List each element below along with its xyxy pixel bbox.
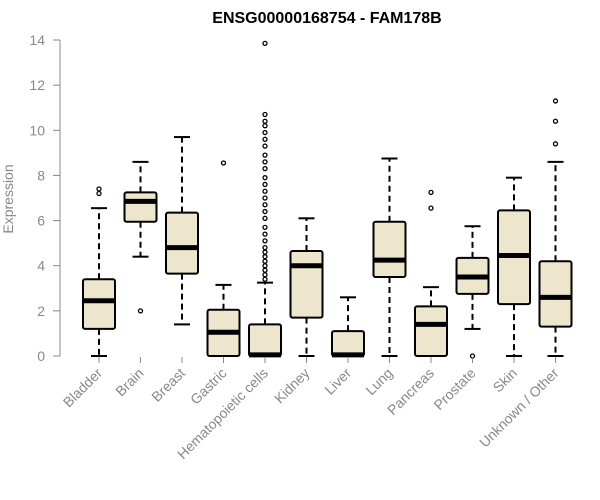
- x-tick-label: Breast: [148, 365, 188, 405]
- box-group-lung: [372, 157, 407, 357]
- outlier-point: [262, 143, 268, 149]
- outlier-point: [262, 224, 268, 230]
- box-group-breast: [165, 136, 199, 326]
- box: [414, 305, 448, 358]
- outlier-point: [262, 118, 268, 124]
- y-tick-label: 4: [37, 258, 45, 274]
- x-tick-label: Unknown / Other: [476, 365, 562, 451]
- outlier-point: [262, 181, 268, 188]
- outlier-point: [262, 123, 268, 129]
- box: [123, 191, 158, 223]
- y-tick-label: 10: [29, 122, 45, 138]
- box-group-brain: [123, 160, 158, 314]
- y-axis-label: Expression: [0, 164, 16, 233]
- y-tick-label: 2: [37, 303, 45, 319]
- box-group-kidney: [289, 217, 324, 357]
- outlier-point: [262, 129, 268, 136]
- outlier-point: [262, 152, 268, 158]
- box-group-prostate: [455, 225, 490, 359]
- outlier-point: [262, 276, 268, 282]
- plot-area: [82, 40, 573, 359]
- outlier-point: [262, 254, 268, 260]
- outlier-point: [262, 159, 268, 165]
- x-tick-label: Kidney: [271, 365, 313, 407]
- outlier-point: [137, 308, 144, 314]
- outlier-point: [262, 231, 268, 237]
- outlier-point: [262, 245, 268, 251]
- outlier-point: [96, 190, 102, 197]
- box-group-hematopoietic-cells: [248, 40, 282, 358]
- y-tick-label: 12: [29, 77, 45, 93]
- x-tick-label: Liver: [321, 365, 354, 398]
- outlier-point: [262, 195, 268, 201]
- box: [538, 260, 573, 328]
- y-tick-label: 0: [37, 348, 45, 364]
- outlier-point: [552, 141, 559, 147]
- outlier-point: [262, 267, 268, 273]
- outlier-point: [552, 98, 559, 104]
- x-tick-label: Skin: [490, 365, 521, 396]
- outlier-point: [220, 160, 227, 166]
- outlier-point: [262, 40, 268, 47]
- box: [82, 278, 116, 330]
- x-tick-label: Prostate: [430, 365, 478, 413]
- outlier-point: [262, 215, 268, 221]
- outlier-point: [428, 189, 434, 196]
- y-tick-label: 14: [29, 32, 45, 48]
- x-tick-label: Lung: [362, 365, 395, 398]
- box-group-bladder: [82, 186, 116, 357]
- chart-title: ENSG00000168754 - FAM178B: [212, 10, 441, 27]
- outlier-point: [262, 238, 268, 244]
- y-tick-label: 8: [37, 167, 45, 183]
- outlier-point: [262, 272, 268, 278]
- outlier-point: [428, 205, 434, 211]
- box: [248, 323, 282, 357]
- box: [372, 220, 407, 278]
- x-tick-label: Brain: [112, 365, 146, 399]
- y-tick-label: 6: [37, 213, 45, 229]
- box-group-liver: [331, 296, 365, 358]
- outlier-point: [262, 258, 268, 264]
- y-axis: 0 2 4 6 8 10 12 14: [29, 32, 61, 364]
- x-tick-label: Bladder: [60, 365, 106, 411]
- box-group-skin: [497, 176, 531, 357]
- outlier-point: [262, 249, 268, 255]
- box-group-pancreas: [414, 189, 448, 358]
- box-group-gastric: [206, 160, 241, 358]
- outlier-point: [262, 175, 268, 181]
- outlier-point: [262, 188, 268, 194]
- outlier-point: [262, 166, 268, 172]
- outlier-point: [552, 118, 559, 124]
- outlier-point: [262, 111, 268, 118]
- outlier-point: [262, 202, 268, 208]
- box: [165, 211, 199, 275]
- outlier-point: [262, 263, 268, 269]
- outlier-point: [262, 136, 268, 142]
- box: [289, 250, 324, 319]
- outlier-point: [96, 186, 102, 192]
- box: [331, 330, 365, 357]
- outlier-point: [262, 208, 268, 215]
- box-group-unknown-other: [538, 98, 573, 357]
